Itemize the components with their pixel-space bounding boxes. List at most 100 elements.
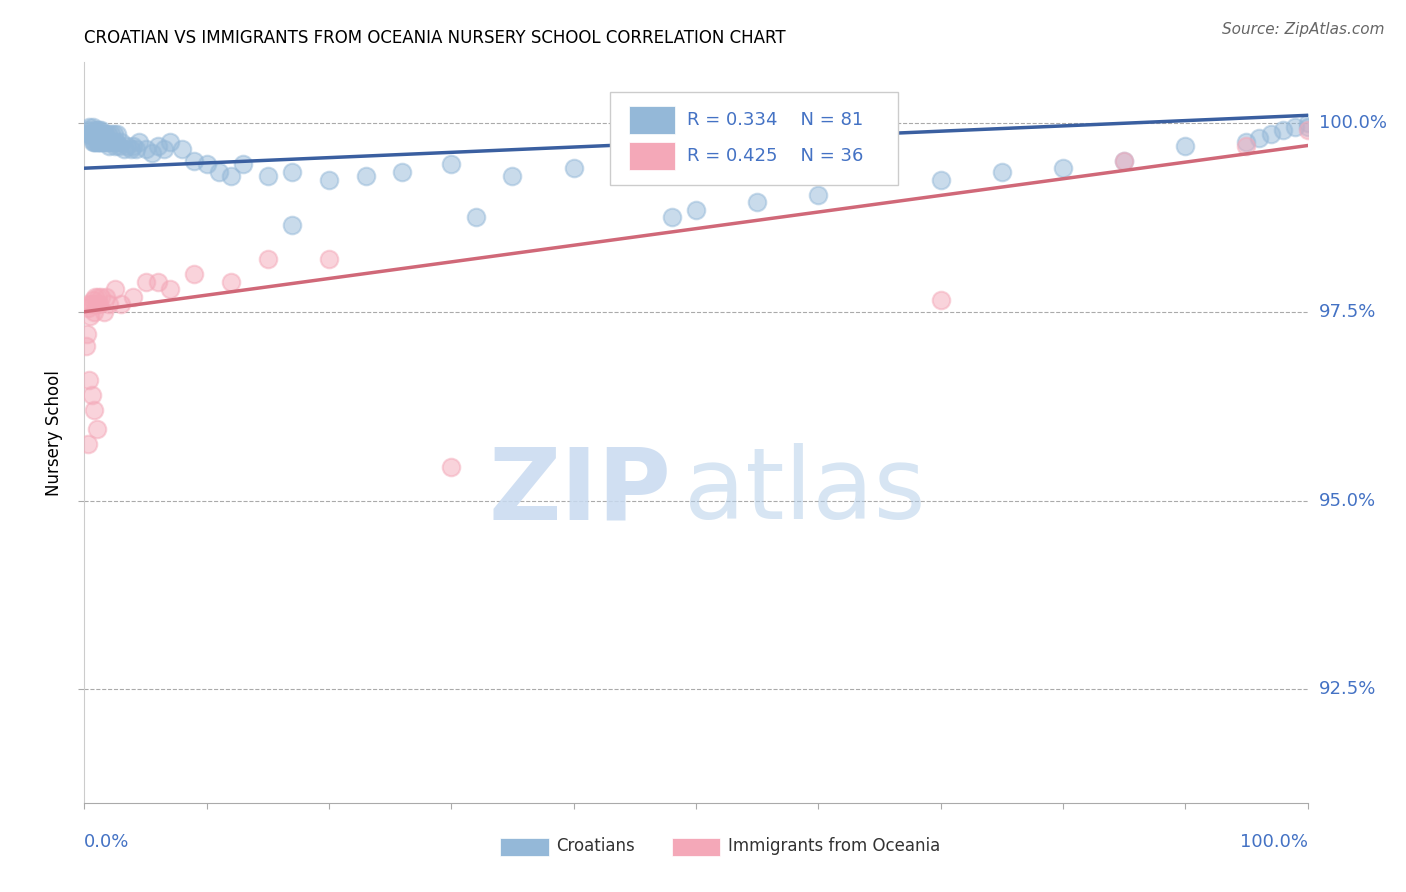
Point — [83, 304, 105, 318]
Point — [89, 135, 111, 149]
Text: R = 0.425    N = 36: R = 0.425 N = 36 — [688, 146, 863, 165]
Point — [281, 165, 304, 179]
Point — [112, 142, 135, 156]
Point — [125, 142, 148, 156]
Point — [122, 290, 145, 304]
Point — [502, 169, 524, 183]
Point — [146, 275, 169, 289]
Point — [84, 127, 107, 141]
Point — [391, 165, 413, 179]
Point — [104, 282, 127, 296]
Point — [87, 127, 110, 141]
Point — [183, 267, 205, 281]
Point — [195, 157, 218, 171]
Point — [110, 135, 132, 149]
Point — [86, 297, 108, 311]
Point — [86, 422, 108, 436]
Point — [128, 135, 150, 149]
Point — [685, 202, 707, 217]
Point — [90, 290, 112, 304]
Text: ZIP: ZIP — [489, 443, 672, 541]
Point — [93, 127, 115, 141]
Text: Croatians: Croatians — [557, 838, 636, 855]
Point — [219, 275, 242, 289]
Point — [440, 459, 463, 474]
Point — [77, 297, 100, 311]
Point — [110, 297, 132, 311]
Point — [98, 135, 121, 149]
Text: 100.0%: 100.0% — [1240, 833, 1308, 851]
Point — [257, 169, 280, 183]
Point — [76, 123, 98, 137]
Text: 97.5%: 97.5% — [1319, 302, 1376, 321]
Point — [929, 293, 952, 308]
Point — [257, 252, 280, 266]
Point — [107, 138, 129, 153]
Point — [105, 127, 128, 141]
Point — [991, 165, 1014, 179]
Point — [1114, 153, 1136, 168]
Point — [464, 211, 486, 225]
Bar — [672, 838, 720, 856]
Point — [1247, 131, 1270, 145]
FancyBboxPatch shape — [610, 92, 898, 185]
Point — [77, 373, 100, 387]
Text: Source: ZipAtlas.com: Source: ZipAtlas.com — [1222, 22, 1385, 37]
Point — [440, 157, 463, 171]
Point — [75, 339, 97, 353]
Point — [77, 127, 100, 141]
Text: Immigrants from Oceania: Immigrants from Oceania — [728, 838, 941, 855]
Point — [120, 142, 142, 156]
Point — [219, 169, 242, 183]
Point — [93, 304, 115, 318]
Point — [354, 169, 377, 183]
Text: 95.0%: 95.0% — [1319, 491, 1376, 509]
Point — [747, 195, 769, 210]
Text: CROATIAN VS IMMIGRANTS FROM OCEANIA NURSERY SCHOOL CORRELATION CHART: CROATIAN VS IMMIGRANTS FROM OCEANIA NURS… — [84, 29, 786, 47]
Point — [101, 135, 124, 149]
Point — [1284, 120, 1306, 134]
Point — [93, 135, 115, 149]
Text: 0.0%: 0.0% — [84, 833, 129, 851]
Point — [79, 127, 101, 141]
Point — [122, 138, 145, 153]
Point — [83, 403, 105, 417]
Point — [97, 138, 120, 153]
Point — [1296, 116, 1319, 130]
Point — [1236, 138, 1258, 153]
Bar — [628, 142, 675, 169]
Point — [80, 127, 103, 141]
Point — [97, 297, 120, 311]
Point — [807, 187, 830, 202]
Point — [87, 290, 110, 304]
Point — [82, 293, 104, 308]
Point — [87, 135, 110, 149]
Point — [83, 135, 105, 149]
Point — [208, 165, 231, 179]
Point — [159, 282, 181, 296]
Point — [104, 138, 127, 153]
Point — [91, 127, 114, 141]
Point — [91, 135, 114, 149]
Point — [159, 135, 181, 149]
Point — [94, 127, 117, 141]
Point — [82, 120, 104, 134]
Point — [82, 135, 104, 149]
Point — [83, 123, 105, 137]
Point — [135, 275, 157, 289]
Point — [115, 138, 138, 153]
Bar — [501, 838, 550, 856]
Point — [1174, 138, 1197, 153]
Point — [929, 172, 952, 186]
Point — [97, 127, 120, 141]
Point — [141, 146, 163, 161]
Point — [80, 297, 103, 311]
Point — [1236, 135, 1258, 149]
Point — [1052, 161, 1074, 176]
Point — [1296, 120, 1319, 134]
Point — [172, 142, 194, 156]
Point — [87, 123, 110, 137]
Point — [76, 327, 98, 342]
Point — [1272, 123, 1295, 137]
Point — [79, 309, 101, 323]
